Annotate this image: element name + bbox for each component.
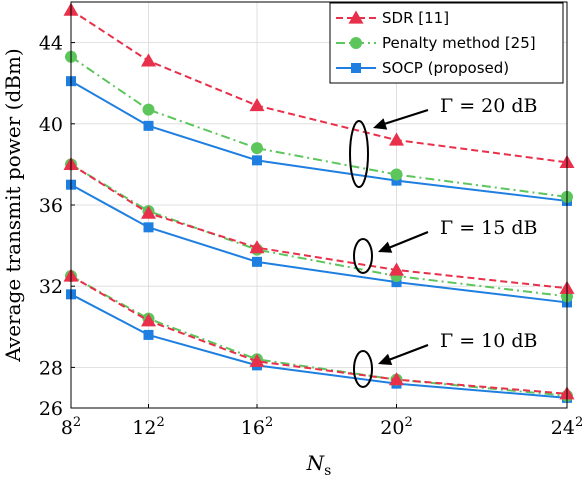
y-tick-label-3: 36 (39, 195, 63, 217)
x-tick-label-1: 122 (132, 415, 164, 439)
x-tick-label-2: 162 (241, 415, 273, 439)
series-line (70, 183, 568, 304)
annotation-ellipse (353, 238, 373, 274)
series-line (70, 163, 568, 298)
x-tick-label-0: 82 (61, 415, 81, 439)
legend-label: SDR [11] (382, 9, 449, 27)
data-point-1 (143, 329, 154, 340)
legend-label: Penalty method [25] (382, 34, 536, 52)
annotation-ellipse (349, 120, 369, 188)
x-tick-label-4: 242 (551, 415, 583, 439)
y-axis-title: Average transmit power (dBm) (1, 48, 25, 362)
x-tick-label-3: 202 (380, 415, 412, 439)
legend-item-0: SDR [11] (336, 9, 449, 27)
data-point-3 (389, 372, 404, 386)
series-1-socp (66, 179, 572, 308)
legend-label: SOCP (proposed) (382, 59, 509, 77)
data-point-3 (391, 277, 402, 288)
y-tick-label-4: 40 (39, 114, 63, 136)
data-point-3 (389, 262, 404, 276)
data-point-3 (391, 175, 402, 186)
data-point-1 (141, 205, 156, 219)
data-point-1 (143, 222, 154, 233)
legend: SDR [11] Penalty method [25] SOCP (propose… (329, 2, 564, 84)
y-tick-label-1: 28 (39, 357, 63, 379)
x-axis-title: Ns (306, 451, 332, 477)
annotation-arrow-head (373, 118, 388, 130)
series-layer (63, 2, 575, 403)
data-point-2 (252, 155, 262, 166)
data-point-2 (252, 256, 262, 267)
data-point-3 (389, 132, 404, 146)
series-line (70, 275, 568, 395)
tick-labels: 82 122 162 202 242 26 28 32 36 40 44 (39, 33, 583, 439)
annotation-arrow-head (378, 353, 393, 365)
data-point-1 (141, 53, 156, 67)
series-0-sdr (63, 2, 575, 168)
y-tick-label-0: 26 (39, 398, 63, 420)
annotation-1: Γ = 15 dB (353, 217, 538, 274)
data-point-2 (249, 353, 265, 367)
y-tick-label-5: 44 (39, 33, 63, 55)
annotation-ellipse (353, 350, 373, 388)
data-point-3 (390, 168, 403, 181)
data-point-2 (249, 240, 265, 254)
data-point-1 (142, 103, 155, 116)
legend-item-1: Penalty method [25] (336, 34, 536, 52)
data-point-2 (251, 142, 263, 155)
legend-item-2: SOCP (proposed) (336, 59, 509, 77)
annotation-label: Γ = 10 dB (440, 330, 538, 352)
data-point-1 (141, 313, 156, 327)
data-point-1 (143, 120, 154, 131)
y-tick-label-2: 32 (39, 276, 63, 298)
annotations: Γ = 20 dB Γ = 15 dB Γ = 10 dB (349, 95, 538, 388)
annotation-label: Γ = 15 dB (440, 217, 538, 239)
series-0-penalty (65, 50, 573, 203)
annotation-0: Γ = 20 dB (349, 95, 538, 188)
annotation-arrow-shaft (385, 343, 429, 363)
legend-marker (348, 10, 364, 24)
legend-marker (351, 63, 361, 73)
series-line (70, 163, 568, 290)
annotation-label: Γ = 20 dB (440, 95, 538, 117)
series-line (70, 55, 568, 198)
annotation-arrow-head (378, 241, 393, 253)
annotation-arrow-shaft (380, 108, 429, 127)
annotation-2: Γ = 10 dB (353, 330, 538, 388)
annotation-arrow-shaft (385, 230, 429, 251)
legend-marker (350, 37, 362, 49)
data-point-2 (249, 98, 265, 112)
